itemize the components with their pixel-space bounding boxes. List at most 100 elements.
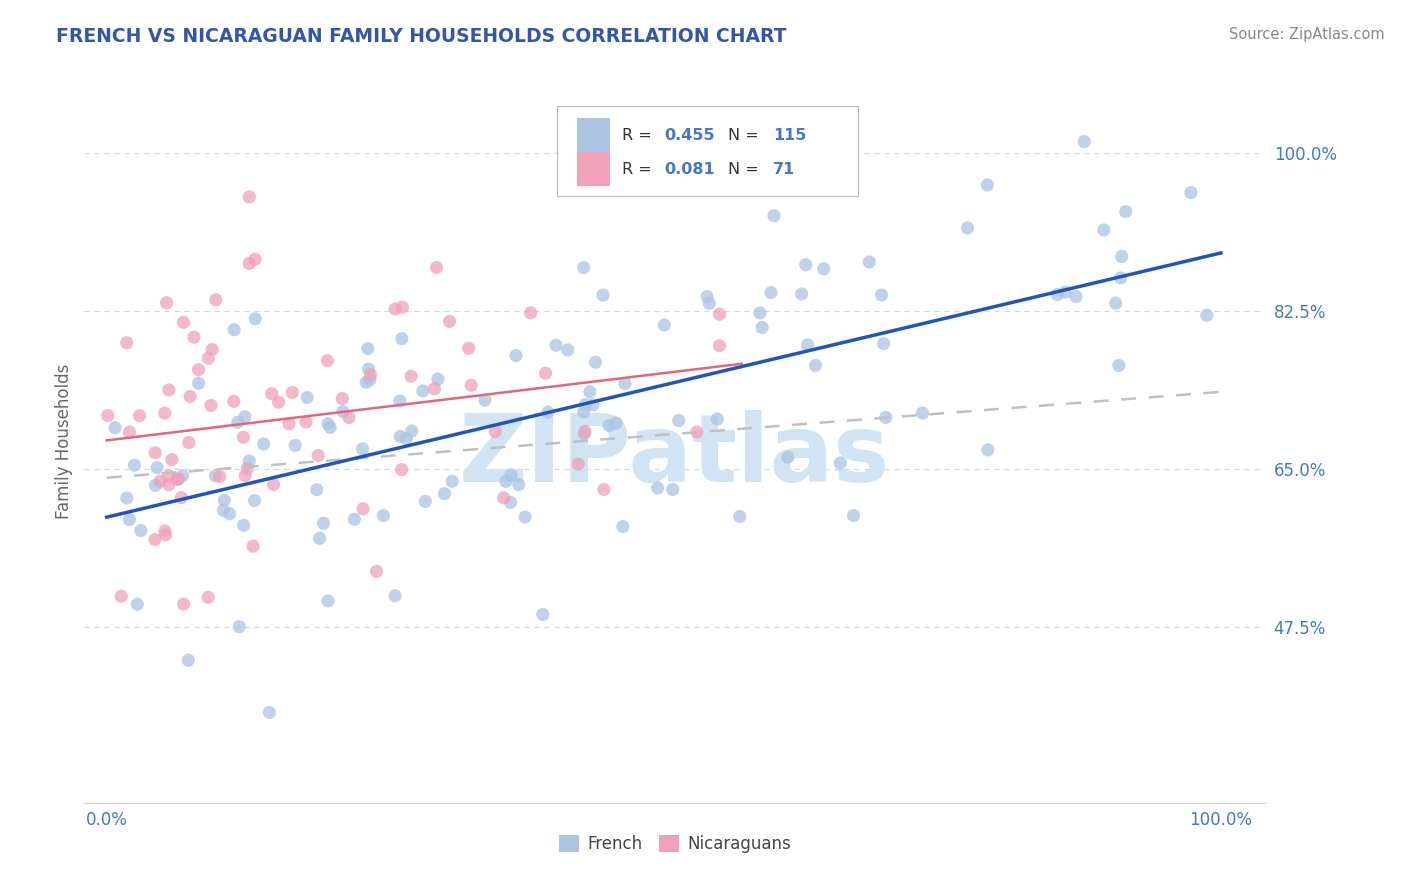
Text: 0.081: 0.081 [664,161,714,177]
Point [359,373,381,387]
Point [157,477,180,491]
Point [155,295,177,310]
Bar [576,152,610,186]
Point [253,437,276,451]
Point [574,425,596,439]
Point [245,311,267,326]
Point [128,409,150,423]
Point [457,341,479,355]
Point [976,178,998,192]
Point [149,474,172,488]
Point [352,501,374,516]
Point [281,385,304,400]
Point [605,416,627,430]
Point [544,338,567,352]
Point [389,429,412,443]
Point [129,524,152,538]
Point [582,398,605,412]
Point [316,417,339,431]
Point [172,315,194,329]
Point [170,491,193,505]
Point [238,190,260,204]
Point [115,335,138,350]
Point [357,362,380,376]
Point [614,376,637,391]
Point [172,468,194,483]
Point [813,261,835,276]
Point [484,425,506,439]
Point [384,301,406,316]
Y-axis label: Family Households: Family Households [55,364,73,519]
Point [305,483,328,497]
Point [146,460,169,475]
Point [145,478,167,492]
Point [460,378,482,392]
Point [160,452,183,467]
Point [709,307,731,321]
Point [956,221,979,235]
Point [204,468,226,483]
Point [668,413,690,427]
Point [167,472,190,486]
Point [228,620,250,634]
Point [157,468,180,483]
Point [110,589,132,603]
Point [759,285,782,300]
Point [332,404,354,418]
Point [155,528,177,542]
Point [592,288,614,302]
Point [243,493,266,508]
Point [238,256,260,270]
Point [697,296,720,310]
Point [585,355,607,369]
Point [474,393,496,408]
Point [1073,135,1095,149]
Point [395,431,418,445]
Point [776,450,799,465]
Point [200,399,222,413]
Point [233,409,256,424]
Point [875,410,897,425]
Point [352,442,374,456]
Point [177,653,200,667]
Point [115,491,138,505]
Point [391,332,413,346]
Point [295,391,318,405]
Point [842,508,865,523]
Point [401,424,423,438]
Point [426,372,449,386]
Point [499,467,522,482]
Point [1092,223,1115,237]
Point [295,415,318,429]
Point [790,287,813,301]
Point [1108,359,1130,373]
Text: R =: R = [621,161,657,177]
Point [153,524,176,538]
Point [354,375,377,389]
Point [214,493,236,508]
Point [263,477,285,491]
Point [183,330,205,344]
Point [706,412,728,426]
Point [316,353,339,368]
Point [534,366,557,380]
Point [399,369,422,384]
Point [388,394,411,409]
Point [1115,204,1137,219]
Point [412,384,434,398]
Point [1180,186,1202,200]
Point [179,389,201,403]
Point [204,293,226,307]
Point [284,438,307,452]
Point [537,405,560,419]
Point [97,409,120,423]
Point [858,255,880,269]
Point [696,289,718,303]
Point [278,417,301,431]
Point [794,258,817,272]
Point [751,320,773,334]
Point [531,607,554,622]
Point [316,594,339,608]
Point [143,533,166,547]
Point [384,589,406,603]
